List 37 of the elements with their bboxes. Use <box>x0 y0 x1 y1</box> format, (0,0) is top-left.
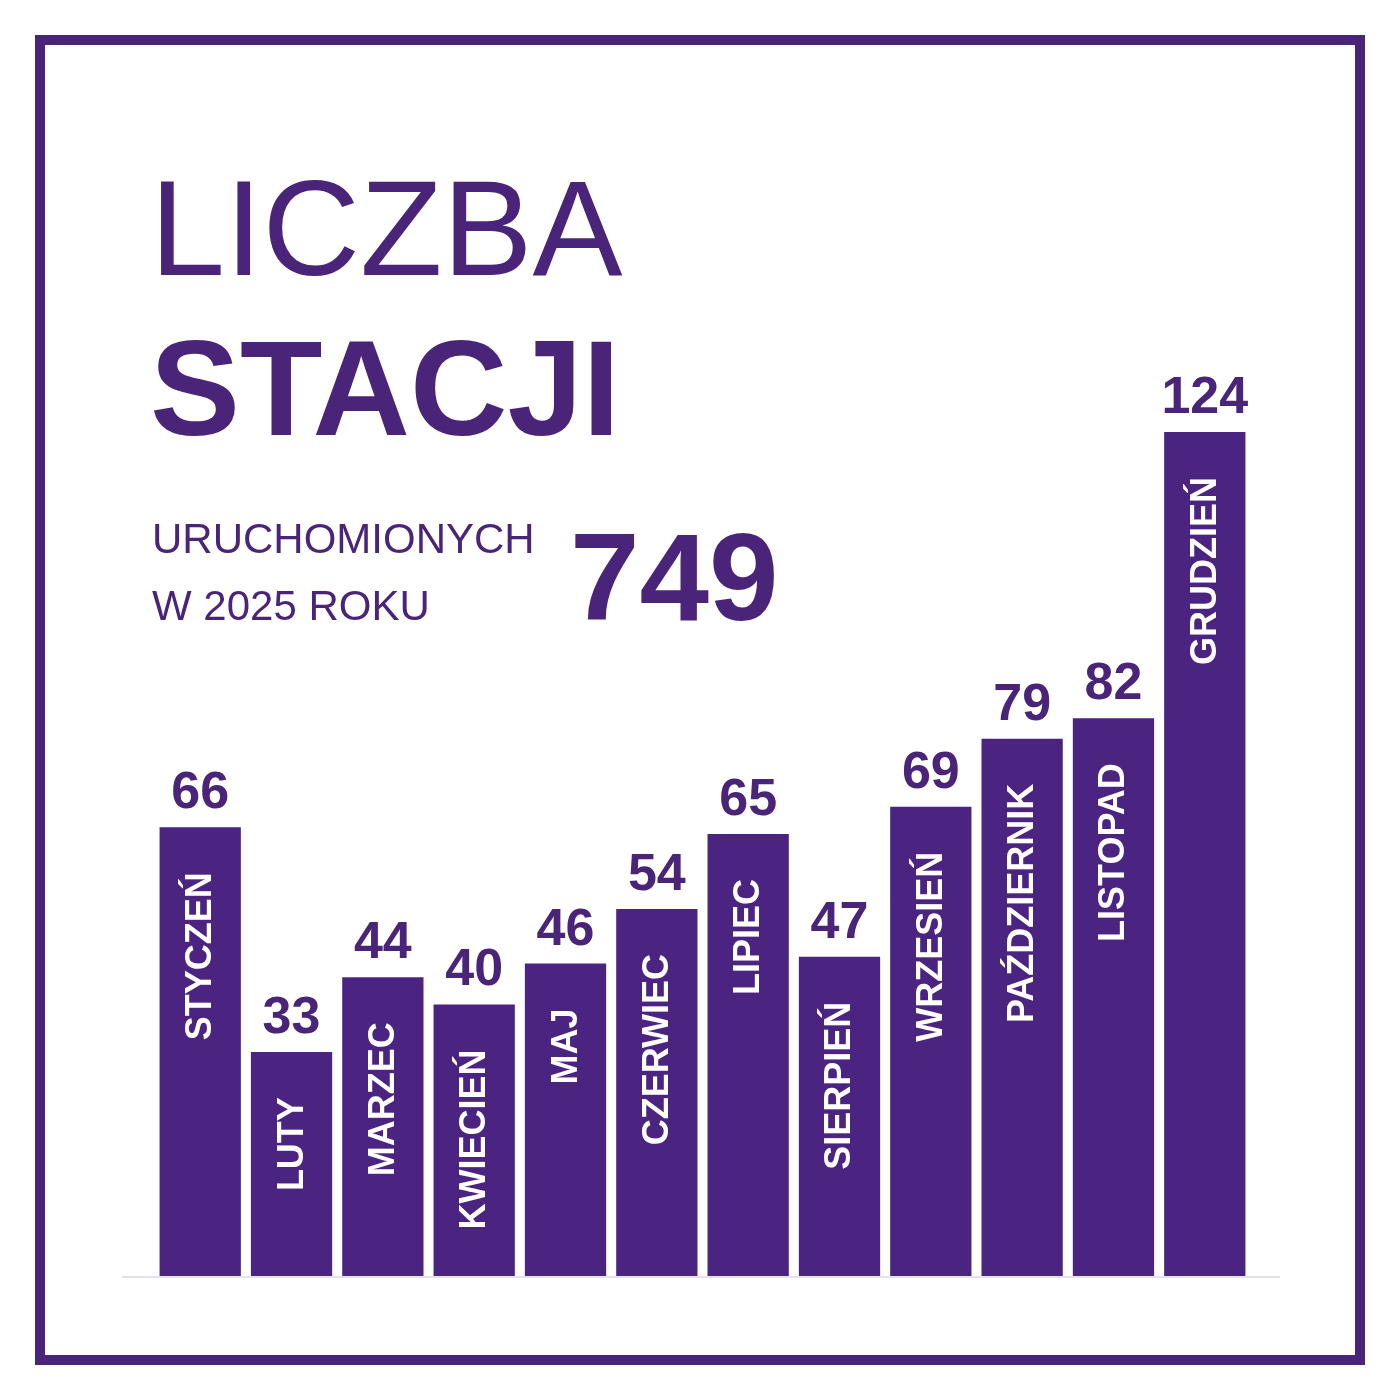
data-label: 65 <box>719 768 778 827</box>
x-tick-label: MAJ <box>543 1008 585 1085</box>
x-tick-label: LUTY <box>269 1097 311 1192</box>
x-tick-label: WRZESIEŃ <box>908 851 950 1042</box>
text: URUCHOMIONYCH W 2025 ROKU <box>152 515 535 629</box>
data-label: 54 <box>627 843 686 902</box>
data-label: 47 <box>810 890 869 949</box>
x-tick-label: CZERWIEC <box>634 954 676 1146</box>
bar <box>1164 432 1246 1277</box>
annotation: 749 <box>570 507 779 646</box>
data-label: 124 <box>1161 366 1249 424</box>
data-label: 69 <box>901 740 960 799</box>
bar <box>250 1052 333 1277</box>
x-tick-label: KWIECIEŃ <box>452 1049 494 1230</box>
bar <box>524 963 607 1277</box>
bar <box>890 806 972 1277</box>
data-label: 44 <box>353 911 412 970</box>
bar <box>707 834 789 1277</box>
x-tick-label: PAŹDZIERNIK <box>1000 783 1042 1023</box>
data-label: 79 <box>993 672 1052 731</box>
x-tick-label: MARZEC <box>360 1022 402 1177</box>
data-label: 40 <box>445 938 504 997</box>
bar <box>981 738 1063 1277</box>
x-tick-label: STYCZEŃ <box>178 872 220 1041</box>
x-tick-label: GRUDZIEŃ <box>1182 477 1224 665</box>
bar <box>616 909 698 1277</box>
chart-title: LICZBA STACJI <box>150 153 623 464</box>
data-label: 33 <box>262 986 321 1045</box>
x-tick-label: SIERPIEŃ <box>817 1001 859 1170</box>
x-tick-label: LISTOPAD <box>1091 763 1133 942</box>
bar <box>1072 718 1155 1277</box>
bar <box>159 827 241 1277</box>
bar <box>342 977 424 1277</box>
x-tick-label: LIPIEC <box>726 879 768 996</box>
data-label: 66 <box>171 761 230 820</box>
data-label: 82 <box>1084 652 1143 711</box>
data-label: 46 <box>536 897 595 956</box>
